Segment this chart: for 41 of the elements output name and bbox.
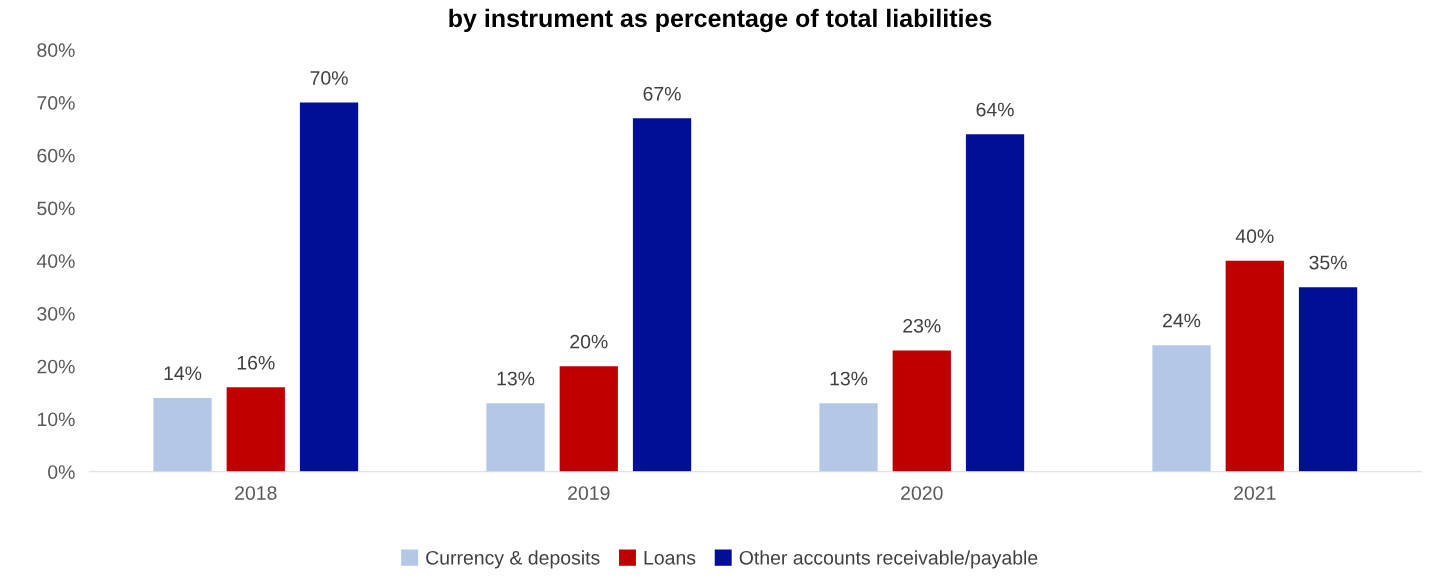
bar [892, 350, 951, 472]
y-tick-label: 50% [37, 201, 75, 216]
y-tick-label: 70% [37, 96, 75, 110]
data-label: 20% [570, 334, 608, 349]
y-tick-label: 10% [37, 412, 75, 427]
bar [299, 102, 359, 472]
y-tick-label: 30% [37, 306, 75, 321]
y-tick-label: 80% [37, 43, 75, 58]
data-label: 67% [643, 86, 681, 101]
data-label: 14% [164, 366, 202, 381]
data-label: 40% [1235, 229, 1274, 244]
data-label: 64% [976, 102, 1014, 117]
bar [1225, 260, 1284, 472]
legend-label: Loans [644, 551, 696, 565]
bar [1298, 287, 1358, 472]
bar [486, 403, 545, 472]
y-tick-label: 40% [36, 254, 75, 269]
data-label: 35% [1309, 255, 1347, 270]
legend-label: Other accounts receivable/payable [739, 550, 1038, 569]
data-label: 13% [497, 371, 535, 386]
data-label: 16% [237, 355, 275, 370]
bar [1152, 345, 1211, 472]
bar [965, 134, 1025, 472]
y-tick-label: 60% [37, 148, 75, 163]
data-label: 24% [1163, 313, 1201, 328]
bar [559, 366, 618, 472]
x-tick-label: 2019 [568, 486, 610, 500]
y-tick-label: 0% [48, 465, 75, 479]
legend-label: Currency & deposits [426, 550, 600, 569]
x-tick-label: 2020 [901, 486, 943, 500]
data-label: 70% [310, 71, 348, 85]
y-tick-label: 20% [37, 359, 75, 374]
x-tick-label: 2018 [235, 486, 277, 500]
bar [632, 118, 692, 472]
data-label: 13% [830, 371, 868, 386]
chart-title: by instrument as percentage of total liabilities [449, 8, 992, 33]
x-tick-label: 2021 [1234, 486, 1276, 500]
bar [819, 403, 878, 472]
bar [226, 387, 285, 472]
bar [153, 397, 212, 472]
data-label: 23% [903, 318, 941, 333]
